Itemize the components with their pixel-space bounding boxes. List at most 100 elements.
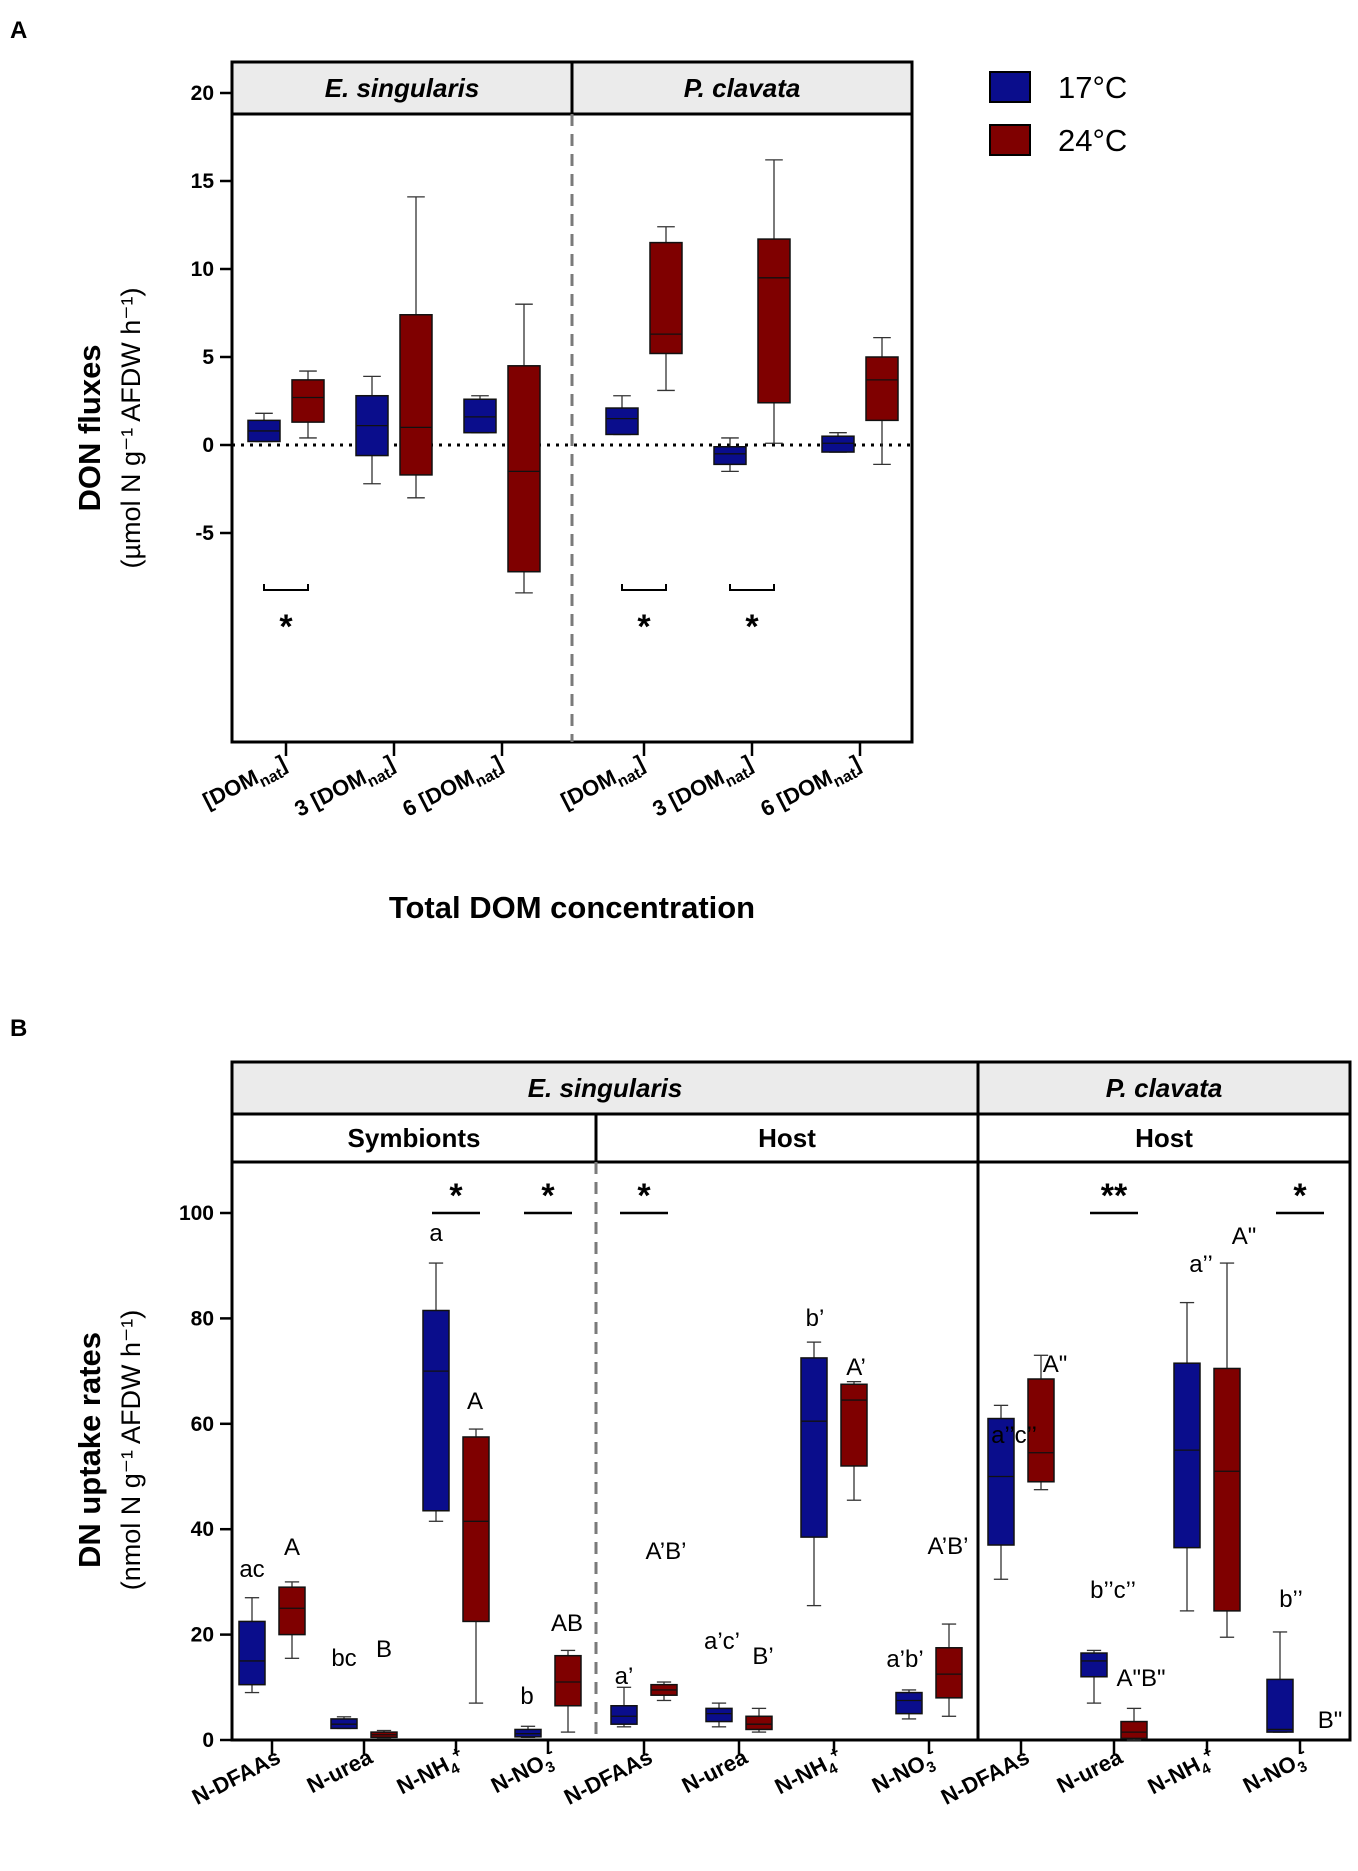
y-axis-a: -5 0 5 10 15 20 xyxy=(191,82,232,545)
box-a-24 xyxy=(399,196,433,499)
group-letters-b: acbcaba’a’c’b’a’b’a’’c’’b’’c’’a’’b’’ABAA… xyxy=(239,1220,1342,1734)
box-iqr xyxy=(278,1586,306,1636)
box-iqr xyxy=(238,1620,266,1686)
significance-star: * xyxy=(279,608,293,646)
legend-label-24: 24°C xyxy=(1058,123,1127,158)
x-label-n-dfaas: N-DFAAs xyxy=(560,1744,656,1810)
x-label-n-urea: N-urea xyxy=(303,1744,377,1798)
significance-star: ** xyxy=(1101,1177,1128,1215)
box-a-24 xyxy=(649,226,683,392)
x-label-n-no3: N-NO3- xyxy=(1238,1743,1314,1802)
box-b-24 xyxy=(1027,1354,1055,1491)
x-label-n-nh4: N-NH4+ xyxy=(392,1743,471,1803)
box-iqr xyxy=(649,241,683,355)
significance-b: * * * ** * xyxy=(432,1177,1324,1215)
legend-swatch-17 xyxy=(989,71,1031,103)
y-tick-label: 80 xyxy=(191,1307,214,1330)
group-letter-24: A" xyxy=(1043,1351,1068,1378)
box-iqr xyxy=(1120,1720,1148,1740)
group-letter-24: A’B’ xyxy=(646,1538,687,1565)
y-axis-unit-a: (µmol N g⁻¹ AFDW h⁻¹) xyxy=(116,287,146,568)
panel-b-letter: B xyxy=(10,1015,27,1042)
substrip-host-e xyxy=(594,1112,980,1164)
group-letter-24: A’ xyxy=(846,1354,866,1381)
group-letter-24: AB xyxy=(551,1610,583,1637)
significance-bracket xyxy=(621,584,667,591)
x-label-n-dfaas: N-DFAAs xyxy=(188,1744,284,1810)
box-iqr xyxy=(895,1691,923,1715)
box-a-17 xyxy=(355,375,389,485)
legend-swatch-24 xyxy=(989,124,1031,156)
x-label-n-nh4: N-NH4+ xyxy=(1143,1743,1222,1803)
box-iqr xyxy=(507,365,541,573)
group-letter-17: ac xyxy=(239,1556,264,1583)
group-letter-17: a’’c’’ xyxy=(991,1422,1037,1449)
group-letter-24: B’ xyxy=(752,1643,773,1670)
x-label-n-urea: N-urea xyxy=(678,1744,752,1798)
panel-b: E. singularis P. clavata Symbionts Host … xyxy=(72,1060,1352,1810)
box-a-24 xyxy=(757,159,791,444)
x-label-6-dom-nat: 6 [DOMnat] xyxy=(398,750,508,826)
x-label-n-no3: N-NO3- xyxy=(867,1743,943,1802)
box-b-17 xyxy=(610,1686,638,1728)
box-b-24 xyxy=(554,1649,582,1733)
group-letter-24: A xyxy=(284,1534,300,1561)
box-iqr xyxy=(554,1654,582,1707)
box-iqr xyxy=(463,398,497,434)
box-a-24 xyxy=(507,303,541,594)
x-label-6-dom-nat: 6 [DOMnat] xyxy=(756,750,866,826)
x-label-n-dfaas: N-DFAAs xyxy=(937,1744,1033,1810)
box-b-24 xyxy=(745,1707,773,1733)
panel-a: E. singularis P. clavata -5 0 5 10 15 20 * * * … xyxy=(72,60,914,925)
y-tick-label: 20 xyxy=(191,1624,214,1647)
significance-star: * xyxy=(745,608,759,646)
box-iqr xyxy=(713,446,747,466)
box-a-24 xyxy=(291,370,325,439)
box-iqr xyxy=(935,1647,963,1699)
x-label-n-nh4: N-NH4+ xyxy=(770,1743,849,1803)
strip-p-clavata xyxy=(570,60,914,116)
plot-area-b xyxy=(230,1160,1352,1742)
group-letter-17: a xyxy=(429,1220,443,1247)
x-axis-a xyxy=(284,742,862,756)
group-letter-17: b xyxy=(520,1683,533,1710)
significance-star: * xyxy=(637,1177,651,1215)
box-b-17 xyxy=(800,1341,828,1607)
box-iqr xyxy=(757,238,791,404)
box-iqr xyxy=(422,1309,450,1512)
box-b-17 xyxy=(422,1262,450,1522)
box-b-24 xyxy=(370,1729,398,1740)
box-a-17 xyxy=(713,437,747,473)
box-b-17 xyxy=(1080,1649,1108,1704)
box-b-24 xyxy=(1120,1707,1148,1741)
box-a-24 xyxy=(865,336,899,466)
legend: 17°C 24°C xyxy=(989,70,1127,158)
box-iqr xyxy=(1027,1378,1055,1483)
significance-bracket xyxy=(729,584,775,591)
substrip-host-p xyxy=(976,1112,1352,1164)
panel-a-letter: A xyxy=(10,17,27,44)
y-tick-label: 60 xyxy=(191,1413,214,1436)
group-letter-17: b’ xyxy=(806,1305,825,1332)
box-b-17 xyxy=(895,1689,923,1720)
group-letter-17: a’c’ xyxy=(704,1628,740,1655)
x-label-dom-nat: [DOMnat] xyxy=(199,750,293,818)
group-letter-24: A"B" xyxy=(1116,1665,1165,1692)
group-letter-17: b’’ xyxy=(1279,1586,1303,1613)
box-iqr xyxy=(821,435,855,453)
box-b-17 xyxy=(1173,1301,1201,1612)
y-tick-label: 5 xyxy=(202,346,214,369)
box-b-17 xyxy=(514,1725,542,1739)
substrip-label-host: Host xyxy=(758,1123,816,1153)
box-b-24 xyxy=(935,1623,963,1717)
strip-label-e-singularis: E. singularis xyxy=(325,73,480,103)
box-b-17 xyxy=(705,1702,733,1728)
plot-area-a xyxy=(230,112,914,744)
y-tick-label: -5 xyxy=(195,522,214,545)
significance-a: * * * xyxy=(263,584,775,646)
strip-b-label-e-singularis: E. singularis xyxy=(528,1073,683,1103)
group-letter-17: b’’c’’ xyxy=(1090,1577,1136,1604)
x-label-n-urea: N-urea xyxy=(1053,1744,1127,1798)
y-axis-title-a: DON fluxes xyxy=(72,344,107,511)
